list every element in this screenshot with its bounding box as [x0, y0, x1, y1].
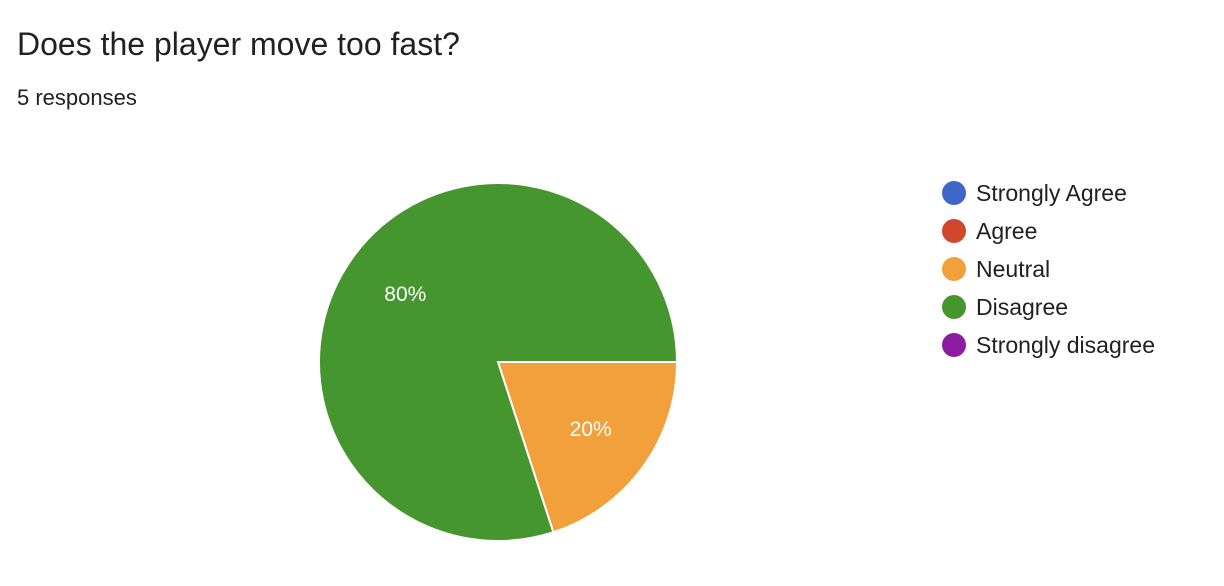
legend-label: Strongly Agree: [976, 179, 1127, 206]
legend-item-strongly-agree[interactable]: Strongly Agree: [942, 174, 1155, 212]
slice-label-neutral: 20%: [570, 418, 612, 441]
legend-label: Agree: [976, 217, 1038, 244]
legend-item-strongly-disagree[interactable]: Strongly disagree: [942, 326, 1155, 364]
pie-slice-disagree[interactable]: [318, 182, 679, 542]
legend-label: Strongly disagree: [976, 331, 1155, 358]
legend-swatch-icon: [942, 295, 966, 319]
pie-slice-neutral[interactable]: [496, 361, 679, 534]
legend-item-agree[interactable]: Agree: [942, 212, 1155, 250]
legend-label: Neutral: [976, 255, 1051, 282]
chart-title: Does the player move too fast?: [17, 26, 460, 62]
legend-swatch-icon: [942, 181, 966, 205]
legend-item-neutral[interactable]: Neutral: [942, 250, 1155, 288]
slice-label-disagree: 80%: [384, 283, 426, 306]
legend-swatch-icon: [942, 257, 966, 281]
legend-label: Disagree: [976, 293, 1069, 320]
chart-legend: Strongly Agree Agree Neutral Disagree Strong…: [942, 174, 1155, 364]
legend-item-disagree[interactable]: Disagree: [942, 288, 1155, 326]
response-count: 5 responses: [17, 85, 137, 110]
legend-swatch-icon: [942, 219, 966, 243]
legend-swatch-icon: [942, 333, 966, 357]
